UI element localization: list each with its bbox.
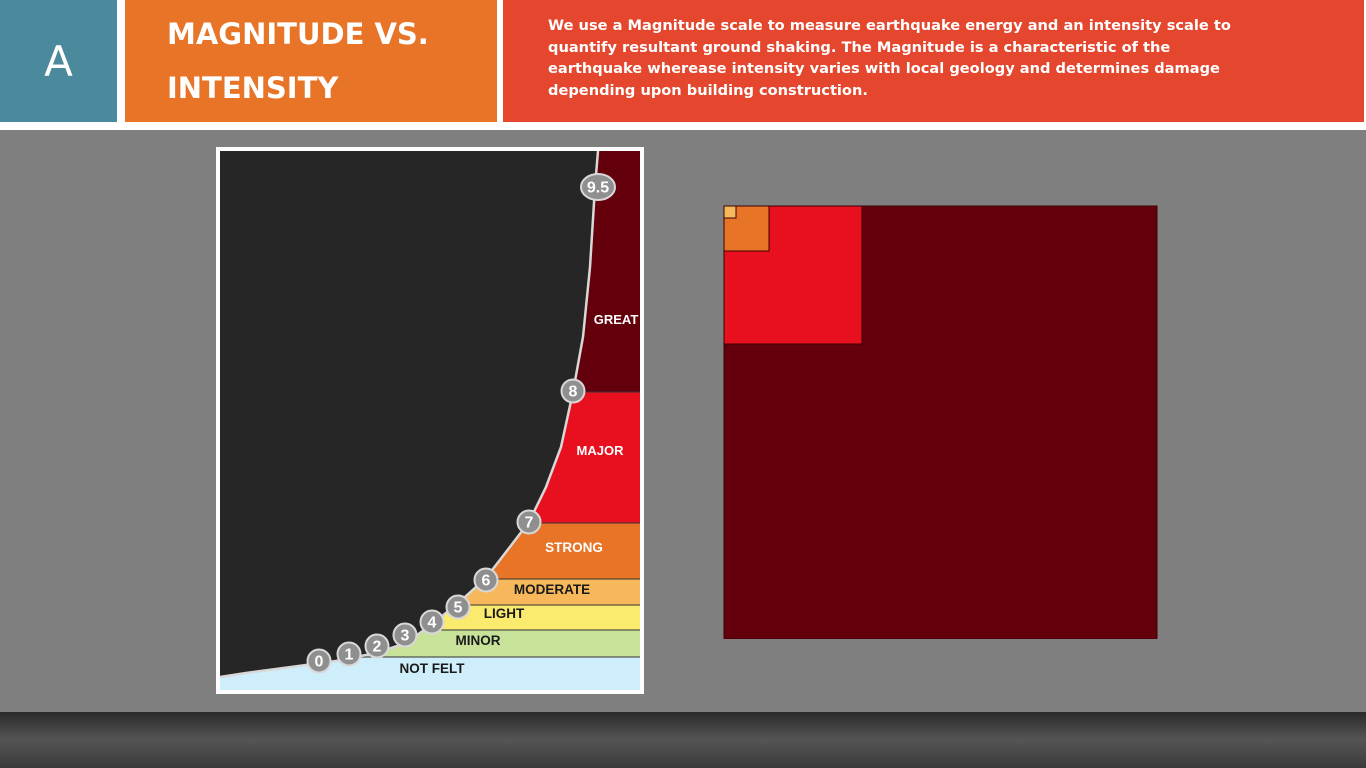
band-label-moderate: MODERATE: [514, 582, 590, 597]
title-box: MAGNITUDE VS. INTENSITY: [125, 0, 497, 122]
header: A MAGNITUDE VS. INTENSITY We use a Magni…: [0, 0, 1366, 130]
page-title: MAGNITUDE VS. INTENSITY: [167, 17, 429, 105]
band-label-strong: STRONG: [545, 540, 603, 555]
magnitude-marker-1: [336, 641, 362, 667]
energy-square-4: [723, 205, 737, 219]
band-label-major: MAJOR: [577, 443, 625, 458]
magnitude-marker-5: [445, 594, 471, 620]
band-label-light: LIGHT: [484, 606, 525, 621]
description-text: We use a Magnitude scale to measure eart…: [548, 17, 1231, 99]
magnitude-label-8: 8: [569, 384, 578, 401]
magnitude-label-0: 0: [315, 654, 324, 671]
magnitude-intensity-curve: 0 1 2 3 45 6 7 8 9.5 GREAT MAJOR STRONG MODERATE LIG…: [216, 147, 644, 694]
band-label-great: GREAT: [594, 312, 639, 327]
curve-dark-area: [220, 151, 598, 677]
energy-squares: [723, 205, 1158, 639]
magnitude-marker-2: [364, 633, 390, 659]
magnitude-label-7: 7: [525, 515, 534, 532]
magnitude-marker-4: [419, 609, 445, 635]
magnitude-marker-6: [473, 567, 499, 593]
magnitude-label-4: 4: [428, 615, 437, 632]
magnitude-marker-0: [306, 648, 332, 674]
magnitude-marker-8: [560, 378, 586, 404]
magnitude-label-1: 1: [345, 647, 354, 664]
magnitude-marker-3: [392, 622, 418, 648]
magnitude-marker-9-5: [580, 173, 616, 201]
magnitude-label-9-5: 9.5: [587, 180, 609, 197]
band-label-minor: MINOR: [456, 633, 501, 648]
magnitude-label-5: 5: [454, 600, 463, 617]
band-label-not-felt: NOT FELT: [400, 661, 466, 676]
magnitude-label-2: 2: [373, 639, 382, 656]
bottom-bar: [0, 712, 1366, 768]
section-letter: A: [0, 0, 117, 122]
magnitude-label-3: 3: [401, 628, 410, 645]
magnitude-marker-7: [516, 509, 542, 535]
description-box: We use a Magnitude scale to measure eart…: [503, 0, 1364, 122]
magnitude-label-6: 6: [482, 573, 491, 590]
